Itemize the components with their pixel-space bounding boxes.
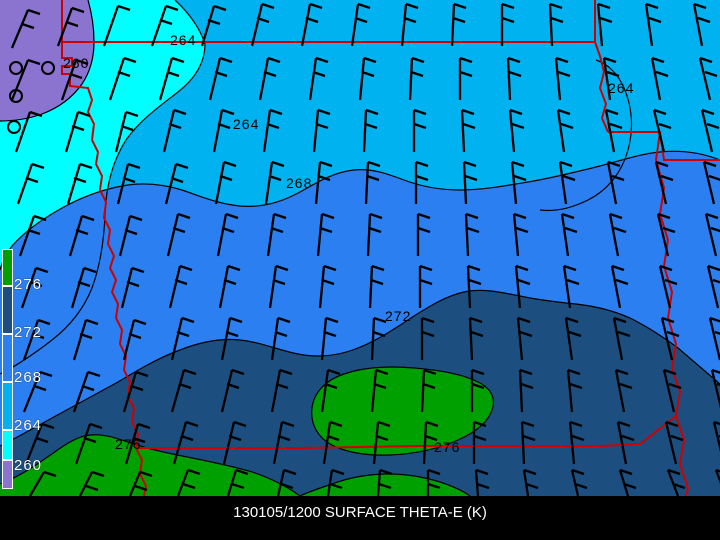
band-above-276-oval <box>311 367 494 456</box>
contour-label-268: 268 <box>286 175 313 191</box>
colorbar-tick-272 <box>2 333 13 335</box>
colorbar-segment-260-264 <box>3 430 12 460</box>
colorbar[interactable] <box>2 249 13 489</box>
colorbar-label-268: 268 <box>14 369 43 386</box>
contour-label-276-left: 276 <box>115 436 142 452</box>
map-plot-area[interactable]: 260 264 264 264 268 272 276 276 276 272 … <box>0 0 720 496</box>
colorbar-tick-264 <box>2 429 13 431</box>
band-below-260 <box>0 0 94 121</box>
colorbar-tick-276 <box>2 285 13 287</box>
colorbar-label-264: 264 <box>14 417 43 434</box>
contour-label-264-top: 264 <box>170 32 197 48</box>
colorbar-segment-268-272 <box>3 334 12 382</box>
contour-label-260: 260 <box>63 55 90 71</box>
colorbar-segment-below-260 <box>3 460 12 488</box>
colorbar-label-260: 260 <box>14 457 43 474</box>
colorbar-segment-above-276 <box>3 250 12 286</box>
wind-barbs <box>10 2 720 496</box>
title-bar: 130105/1200 SURFACE THETA-E (K) <box>0 496 720 540</box>
chart-title: 130105/1200 SURFACE THETA-E (K) <box>233 504 487 521</box>
calm-wind-circles <box>7 61 55 134</box>
thetae-fill-bands <box>0 0 720 496</box>
colorbar-tick-260 <box>2 459 13 461</box>
band-above-276-left <box>0 434 300 496</box>
map-svg <box>0 0 720 496</box>
colorbar-label-272: 272 <box>14 324 43 341</box>
colorbar-segment-264-268 <box>3 382 12 430</box>
colorbar-tick-268 <box>2 381 13 383</box>
contour-label-264-mid: 264 <box>233 116 260 132</box>
contour-label-264-right: 264 <box>608 80 635 96</box>
colorbar-segment-272-276 <box>3 286 12 334</box>
colorbar-label-276: 276 <box>14 276 43 293</box>
contour-label-276-right: 276 <box>434 439 461 455</box>
geopolitical-boundaries <box>61 0 720 496</box>
contour-label-272: 272 <box>385 308 412 324</box>
